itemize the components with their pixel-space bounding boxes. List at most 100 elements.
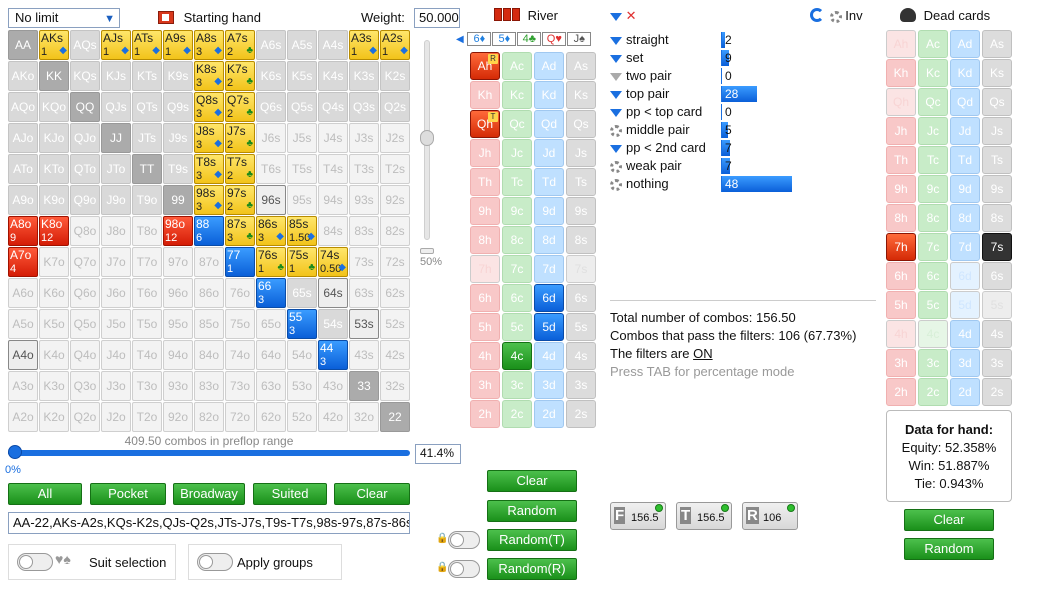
hand-cell-73s[interactable]: 73s: [349, 247, 379, 277]
hand-cell-q3s[interactable]: Q3s: [349, 92, 379, 122]
dead-card-9d[interactable]: 9d: [950, 175, 980, 203]
hand-cell-53s[interactable]: 53s: [349, 309, 379, 339]
hand-cell-k2s[interactable]: K2s: [380, 61, 410, 91]
hand-cell-85o[interactable]: 85o: [194, 309, 224, 339]
dead-card-qc[interactable]: Qc: [918, 88, 948, 116]
hand-cell-j7o[interactable]: J7o: [101, 247, 131, 277]
broadway-button[interactable]: Broadway: [173, 483, 245, 505]
hand-cell-76s[interactable]: 76s 1 ♣: [256, 247, 286, 277]
board-deck-card-8c[interactable]: 8c: [502, 226, 532, 254]
board-deck-card-4s[interactable]: 4s: [566, 342, 596, 370]
hand-cell-aqs[interactable]: AQs: [70, 30, 100, 60]
board-deck-card-2c[interactable]: 2c: [502, 400, 532, 428]
hand-cell-k3o[interactable]: K3o: [39, 371, 69, 401]
dead-card-9s[interactable]: 9s: [982, 175, 1012, 203]
filter-icon[interactable]: [610, 72, 622, 81]
hand-cell-ajo[interactable]: AJo: [8, 123, 38, 153]
hand-cell-t5s[interactable]: T5s: [287, 154, 317, 184]
board-clear-button[interactable]: Clear: [487, 470, 577, 492]
turn-filter-button[interactable]: T 156.5: [676, 502, 732, 530]
board-card-5[interactable]: J♠: [567, 32, 592, 46]
hand-cell-q3o[interactable]: Q3o: [70, 371, 100, 401]
hand-cell-a2s[interactable]: A2s 1 ◆: [380, 30, 410, 60]
hand-cell-82o[interactable]: 82o: [194, 402, 224, 432]
board-deck-card-jh[interactable]: Jh: [470, 139, 500, 167]
hand-cell-52s[interactable]: 52s: [380, 309, 410, 339]
dead-card-8h[interactable]: 8h: [886, 204, 916, 232]
hand-cell-kjo[interactable]: KJo: [39, 123, 69, 153]
hand-cell-j6s[interactable]: J6s: [256, 123, 286, 153]
dead-card-8s[interactable]: 8s: [982, 204, 1012, 232]
range-percent-input[interactable]: 41.4%: [415, 444, 461, 464]
weight-slider-min-handle[interactable]: [420, 248, 434, 254]
hand-cell-66[interactable]: 66 3: [256, 278, 286, 308]
hand-cell-t7s[interactable]: T7s 2 ♣: [225, 154, 255, 184]
hand-cell-j3o[interactable]: J3o: [101, 371, 131, 401]
hand-cell-j4o[interactable]: J4o: [101, 340, 131, 370]
hand-cell-ato[interactable]: ATo: [8, 154, 38, 184]
board-deck-card-2h[interactable]: 2h: [470, 400, 500, 428]
filter-icon[interactable]: [610, 54, 622, 63]
hand-cell-32o[interactable]: 32o: [349, 402, 379, 432]
dead-card-6d[interactable]: 6d: [950, 262, 980, 290]
filter-row-two-pair[interactable]: two pair: [610, 67, 672, 85]
dead-card-ac[interactable]: Ac: [918, 30, 948, 58]
hand-cell-42s[interactable]: 42s: [380, 340, 410, 370]
board-deck-card-3d[interactable]: 3d: [534, 371, 564, 399]
hand-cell-96s[interactable]: 96s: [256, 185, 286, 215]
hand-cell-77[interactable]: 77 1: [225, 247, 255, 277]
hand-cell-t2s[interactable]: T2s: [380, 154, 410, 184]
board-deck-card-kd[interactable]: Kd: [534, 81, 564, 109]
hand-cell-t8s[interactable]: T8s 3 ◆: [194, 154, 224, 184]
hand-cell-t6s[interactable]: T6s: [256, 154, 286, 184]
dead-card-5h[interactable]: 5h: [886, 291, 916, 319]
hand-cell-ako[interactable]: AKo: [8, 61, 38, 91]
hand-cell-a3s[interactable]: A3s 1 ◆: [349, 30, 379, 60]
board-deck-card-3h[interactable]: 3h: [470, 371, 500, 399]
hand-cell-84o[interactable]: 84o: [194, 340, 224, 370]
hand-cell-kts[interactable]: KTs: [132, 61, 162, 91]
board-deck-card-4c[interactable]: 4c: [502, 342, 532, 370]
dead-card-as[interactable]: As: [982, 30, 1012, 58]
dead-card-qs[interactable]: Qs: [982, 88, 1012, 116]
board-deck-card-4h[interactable]: 4h: [470, 342, 500, 370]
dead-card-kc[interactable]: Kc: [918, 59, 948, 87]
board-deck-card-td[interactable]: Td: [534, 168, 564, 196]
dead-card-3s[interactable]: 3s: [982, 349, 1012, 377]
hand-cell-33[interactable]: 33: [349, 371, 379, 401]
hand-cell-q4s[interactable]: Q4s: [318, 92, 348, 122]
hand-cell-94s[interactable]: 94s: [318, 185, 348, 215]
hand-cell-73o[interactable]: 73o: [225, 371, 255, 401]
hand-cell-qq[interactable]: QQ: [70, 92, 100, 122]
hand-cell-a8o[interactable]: A8o 9: [8, 216, 38, 246]
hand-cell-a2o[interactable]: A2o: [8, 402, 38, 432]
dead-clear-button[interactable]: Clear: [904, 509, 994, 531]
dead-card-8d[interactable]: 8d: [950, 204, 980, 232]
hand-cell-j5s[interactable]: J5s: [287, 123, 317, 153]
hand-cell-65s[interactable]: 65s: [287, 278, 317, 308]
hand-cell-k7s[interactable]: K7s 2 ♣: [225, 61, 255, 91]
dead-card-2c[interactable]: 2c: [918, 378, 948, 406]
hand-cell-aa[interactable]: AA: [8, 30, 38, 60]
hand-cell-94o[interactable]: 94o: [163, 340, 193, 370]
dead-card-4c[interactable]: 4c: [918, 320, 948, 348]
hand-cell-75o[interactable]: 75o: [225, 309, 255, 339]
hand-cell-43s[interactable]: 43s: [349, 340, 379, 370]
dead-card-5d[interactable]: 5d: [950, 291, 980, 319]
board-deck-card-qd[interactable]: Qd: [534, 110, 564, 138]
hand-cell-jts[interactable]: JTs: [132, 123, 162, 153]
board-deck-card-3s[interactable]: 3s: [566, 371, 596, 399]
dead-card-jd[interactable]: Jd: [950, 117, 980, 145]
range-slider[interactable]: [8, 445, 410, 459]
hand-cell-j4s[interactable]: J4s: [318, 123, 348, 153]
dead-card-7c[interactable]: 7c: [918, 233, 948, 261]
hand-cell-64s[interactable]: 64s: [318, 278, 348, 308]
hand-cell-kqs[interactable]: KQs: [70, 61, 100, 91]
board-deck-card-8s[interactable]: 8s: [566, 226, 596, 254]
hand-cell-83s[interactable]: 83s: [349, 216, 379, 246]
board-deck-card-2d[interactable]: 2d: [534, 400, 564, 428]
hand-cell-65o[interactable]: 65o: [256, 309, 286, 339]
hand-cell-q6s[interactable]: Q6s: [256, 92, 286, 122]
hand-cell-j6o[interactable]: J6o: [101, 278, 131, 308]
dead-card-jh[interactable]: Jh: [886, 117, 916, 145]
